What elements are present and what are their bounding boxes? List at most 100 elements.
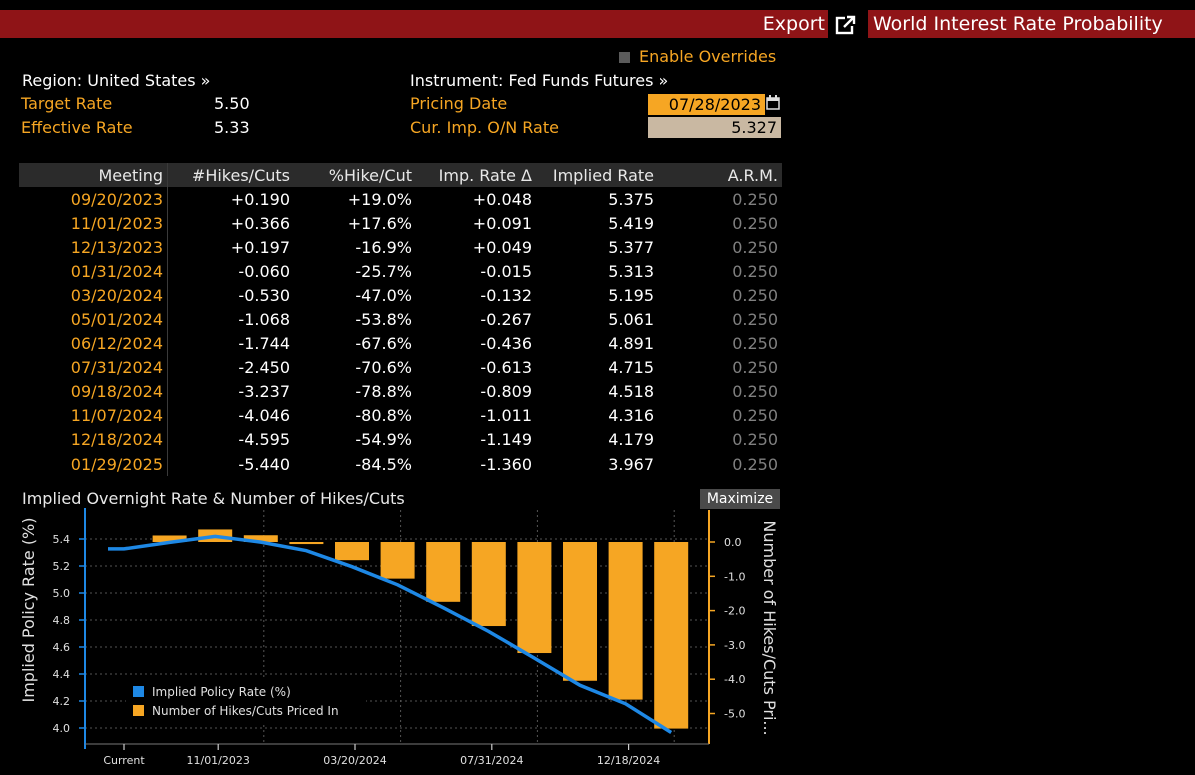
bar-07/31/2024 [472,542,506,626]
enable-overrides-checkbox[interactable] [619,52,630,63]
imp-rate-delta-value: -0.436 [416,332,536,356]
y-right-tick-label: -4.0 [724,673,745,686]
meeting-date: 09/20/2023 [19,187,168,211]
arm-value: 0.250 [658,307,782,331]
effective-rate-label: Effective Rate [21,118,133,137]
legend-swatch-hikes [133,705,144,716]
table-row[interactable]: 01/31/2024 -0.060 -25.7% -0.015 5.313 0.250 [19,259,782,283]
imp-rate-delta-value: -0.613 [416,356,536,380]
implied-rate-value: 5.375 [536,187,658,211]
table-row[interactable]: 06/12/2024 -1.744 -67.6% -0.436 4.891 0.250 [19,332,782,356]
y-left-tick-label: 5.0 [53,587,71,600]
col-header-hikes-cuts[interactable]: #Hikes/Cuts [168,163,295,187]
imp-rate-delta-value: +0.091 [416,211,536,235]
hikes-cuts-value: -4.046 [168,404,295,428]
implied-rate-value: 5.419 [536,211,658,235]
meeting-date: 09/18/2024 [19,380,168,404]
cur-imp-rate-label: Cur. Imp. O/N Rate [410,118,559,137]
arm-value: 0.250 [658,235,782,259]
table-row[interactable]: 01/29/2025 -5.440 -84.5% -1.360 3.967 0.250 [19,452,782,476]
hikes-cuts-value: -4.595 [168,428,295,452]
arm-value: 0.250 [658,452,782,476]
hikes-cuts-value: -5.440 [168,452,295,476]
table-row[interactable]: 11/01/2023 +0.366 +17.6% +0.091 5.419 0.250 [19,211,782,235]
arm-value: 0.250 [658,283,782,307]
export-button[interactable]: Export [763,11,825,37]
col-header-imp-rate-delta[interactable]: Imp. Rate Δ [416,163,536,187]
bar-06/12/2024 [426,542,460,602]
target-rate-value: 5.50 [214,94,250,113]
col-header-meeting[interactable]: Meeting [19,163,168,187]
table-row[interactable]: 05/01/2024 -1.068 -53.8% -0.267 5.061 0.250 [19,307,782,331]
arm-value: 0.250 [658,332,782,356]
table-row[interactable]: 09/18/2024 -3.237 -78.8% -0.809 4.518 0.250 [19,380,782,404]
y-axis-right-label: Number of Hikes/Cuts Pri... [760,520,779,735]
enable-overrides-label[interactable]: Enable Overrides [639,47,776,66]
implied-rate-value: 4.518 [536,380,658,404]
pct-hike-cut-value: -67.6% [294,332,416,356]
arm-value: 0.250 [658,404,782,428]
pct-hike-cut-value: -47.0% [294,283,416,307]
arm-value: 0.250 [658,428,782,452]
region-selector[interactable]: Region: United States » [22,71,210,90]
x-tick-label: 03/20/2024 [323,754,386,767]
hikes-cuts-value: -3.237 [168,380,295,404]
table-row[interactable]: 09/20/2023 +0.190 +19.0% +0.048 5.375 0.250 [19,187,782,211]
y-left-tick-label: 4.6 [53,641,71,654]
implied-rate-chart: 5.4 5.2 5.0 4.8 4.6 4.4 4.2 4.0 0.0 -1.0 -2.0 -3.0 -… [0,508,790,775]
instrument-selector[interactable]: Instrument: Fed Funds Futures » [410,71,668,90]
col-header-pct-hike-cut[interactable]: %Hike/Cut [294,163,416,187]
pct-hike-cut-value: -78.8% [294,380,416,404]
effective-rate-value: 5.33 [214,118,250,137]
arm-value: 0.250 [658,259,782,283]
x-tick-label: 07/31/2024 [460,754,523,767]
pricing-date-field[interactable]: 07/28/2023 [648,94,765,115]
table-row[interactable]: 12/13/2023 +0.197 -16.9% +0.049 5.377 0.250 [19,235,782,259]
pricing-date-label: Pricing Date [410,94,507,113]
bar-03/20/2024 [335,542,369,560]
external-link-icon[interactable] [835,14,857,36]
hikes-cuts-value: +0.366 [168,211,295,235]
implied-rate-value: 5.313 [536,259,658,283]
y-right-tick-label: -5.0 [724,708,745,721]
table-row[interactable]: 03/20/2024 -0.530 -47.0% -0.132 5.195 0.250 [19,283,782,307]
target-rate-label: Target Rate [21,94,112,113]
legend-swatch-rate [133,686,144,697]
imp-rate-delta-value: +0.048 [416,187,536,211]
legend-label-hikes: Number of Hikes/Cuts Priced In [152,704,339,718]
maximize-button[interactable]: Maximize [700,489,780,509]
x-tick-label: Current [103,754,145,767]
pct-hike-cut-value: -84.5% [294,452,416,476]
arm-value: 0.250 [658,211,782,235]
pct-hike-cut-value: +17.6% [294,211,416,235]
hikes-cuts-value: +0.190 [168,187,295,211]
bar-12/18/2024 [609,542,643,700]
bar-11/07/2024 [563,542,597,681]
table-row[interactable]: 12/18/2024 -4.595 -54.9% -1.149 4.179 0.250 [19,428,782,452]
table-row[interactable]: 07/31/2024 -2.450 -70.6% -0.613 4.715 0.250 [19,356,782,380]
arm-value: 0.250 [658,187,782,211]
implied-rate-value: 5.061 [536,307,658,331]
window-title: World Interest Rate Probability [873,11,1163,37]
meeting-date: 05/01/2024 [19,307,168,331]
col-header-implied-rate[interactable]: Implied Rate [536,163,658,187]
y-right-tick-label: 0.0 [724,536,742,549]
meeting-date: 01/29/2025 [19,452,168,476]
y-left-tick-label: 4.0 [53,722,71,735]
implied-rate-value: 3.967 [536,452,658,476]
y-left-tick-label: 4.8 [53,614,71,627]
table-row[interactable]: 11/07/2024 -4.046 -80.8% -1.011 4.316 0.250 [19,404,782,428]
calendar-icon[interactable] [766,95,780,111]
x-tick-label: 12/18/2024 [597,754,660,767]
hikes-cuts-value: -0.530 [168,283,295,307]
y-right-tick-label: -3.0 [724,639,745,652]
col-header-arm[interactable]: A.R.M. [658,163,782,187]
imp-rate-delta-value: -0.267 [416,307,536,331]
hikes-cuts-value: -2.450 [168,356,295,380]
y-left-tick-label: 4.2 [53,695,71,708]
bar-05/01/2024 [381,542,415,579]
pct-hike-cut-value: -25.7% [294,259,416,283]
meeting-date: 06/12/2024 [19,332,168,356]
hikes-cuts-value: -0.060 [168,259,295,283]
y-left-tick-label: 5.2 [53,560,71,573]
